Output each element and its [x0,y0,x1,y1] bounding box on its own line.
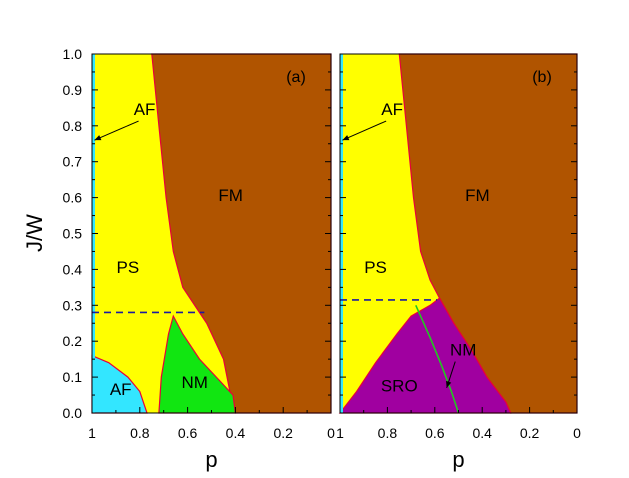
annotation-af-arrow-head [342,135,350,141]
panel-a: FM PS AF NM AF (a) 1 0.8 0.6 0.4 0.2 0 p [88,53,335,472]
x-tick-label: 0.2 [273,425,293,441]
annotation-af-arrow-line [342,120,387,141]
x-tick-label: 1 [88,425,96,441]
x-axis-label: p [205,447,217,472]
annotation-af-label: AF [134,100,156,119]
y-tick-label: 0.3 [63,297,83,313]
x-tick-label: 0.4 [226,425,246,441]
region-label-af: AF [110,380,132,399]
region-label-nm: NM [182,373,208,392]
panel-label: (a) [286,69,306,86]
annotation-af-arrow-head [94,135,102,141]
y-tick-label: 1.0 [63,46,83,62]
x-axis-label: p [452,447,464,472]
y-tick-label: 0.4 [63,261,83,277]
region-sro [338,297,512,414]
y-tick-label: 0.8 [63,118,83,134]
panel-b: FM PS SRO AF NM (b) 1 0.8 0.6 0.4 0.2 0 p [336,53,581,472]
x-tick-label: 0.4 [472,425,492,441]
y-tick-label: 0.9 [63,82,83,98]
region-label-sro: SRO [381,376,418,395]
y-tick-label: 0.0 [63,405,83,421]
x-tick-label: 0.8 [130,425,150,441]
region-label-ps: PS [364,258,387,277]
x-tick-label: 1 [336,425,344,441]
annotation-nm-arrow-head [446,380,452,388]
y-tick-label: 0.7 [63,154,83,170]
x-tick-label: 0 [327,425,335,441]
x-tick-label: 0.2 [520,425,540,441]
annotation-af-label: AF [381,100,403,119]
annotation-af-arrow-line [94,120,139,141]
x-tick-label: 0 [573,425,581,441]
y-tick-label: 0.6 [63,190,83,206]
region-label-ps: PS [117,258,140,277]
annotation-nm-label: NM [450,341,476,360]
axes: 0.0 0.1 0.2 0.3 0.4 0.5 0.6 0.7 0.8 0.9 1.0 J/W [22,46,82,421]
region-nm [158,314,237,414]
region-label-fm: FM [465,186,490,205]
x-tick-label: 0.6 [425,425,445,441]
x-tick-label: 0.6 [178,425,198,441]
x-tick-label: 0.8 [378,425,398,441]
y-tick-label: 0.2 [63,333,83,349]
nm-crossover-line [415,304,460,414]
y-axis-label: J/W [22,214,47,252]
y-tick-label: 0.5 [63,226,83,242]
region-label-fm: FM [218,186,243,205]
panel-label: (b) [532,69,552,86]
y-tick-label: 0.1 [63,369,83,385]
